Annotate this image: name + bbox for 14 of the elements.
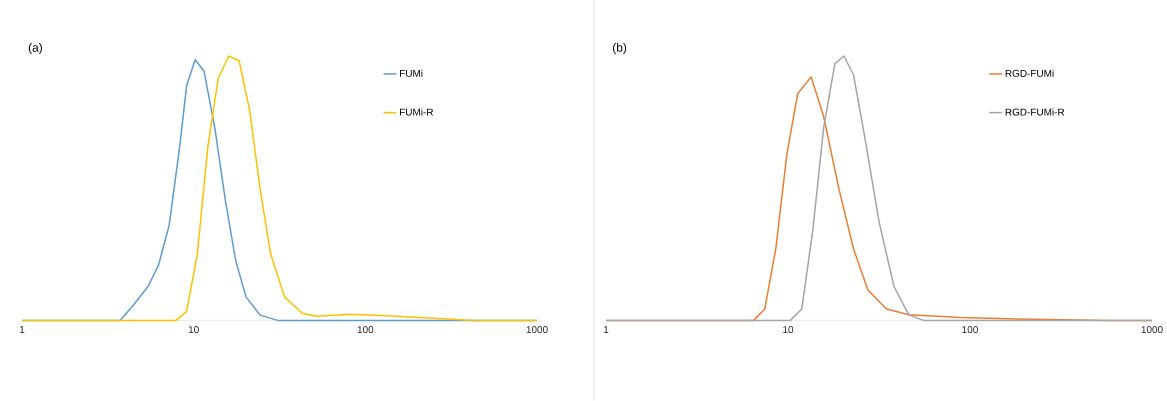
x-tick-label: 1	[20, 326, 25, 333]
x-tick-label: 1000	[1141, 326, 1163, 334]
chart-title: (a)	[28, 43, 42, 55]
x-tick-label: 10	[783, 326, 794, 334]
x-tick-label: 1	[604, 326, 609, 333]
chart-title: (b)	[613, 43, 627, 55]
x-tick-label: 100	[962, 326, 978, 334]
x-tick-label: 100	[357, 326, 374, 334]
legend-label: RGD-FUMi-R	[1005, 108, 1065, 116]
legend-label: FUMi	[400, 69, 423, 77]
x-tick-label: 1000	[526, 326, 548, 334]
legend-label: FUMi-R	[400, 108, 434, 116]
legend-label: RGD-FUMi	[1005, 69, 1054, 77]
x-tick-label: 10	[188, 326, 199, 334]
